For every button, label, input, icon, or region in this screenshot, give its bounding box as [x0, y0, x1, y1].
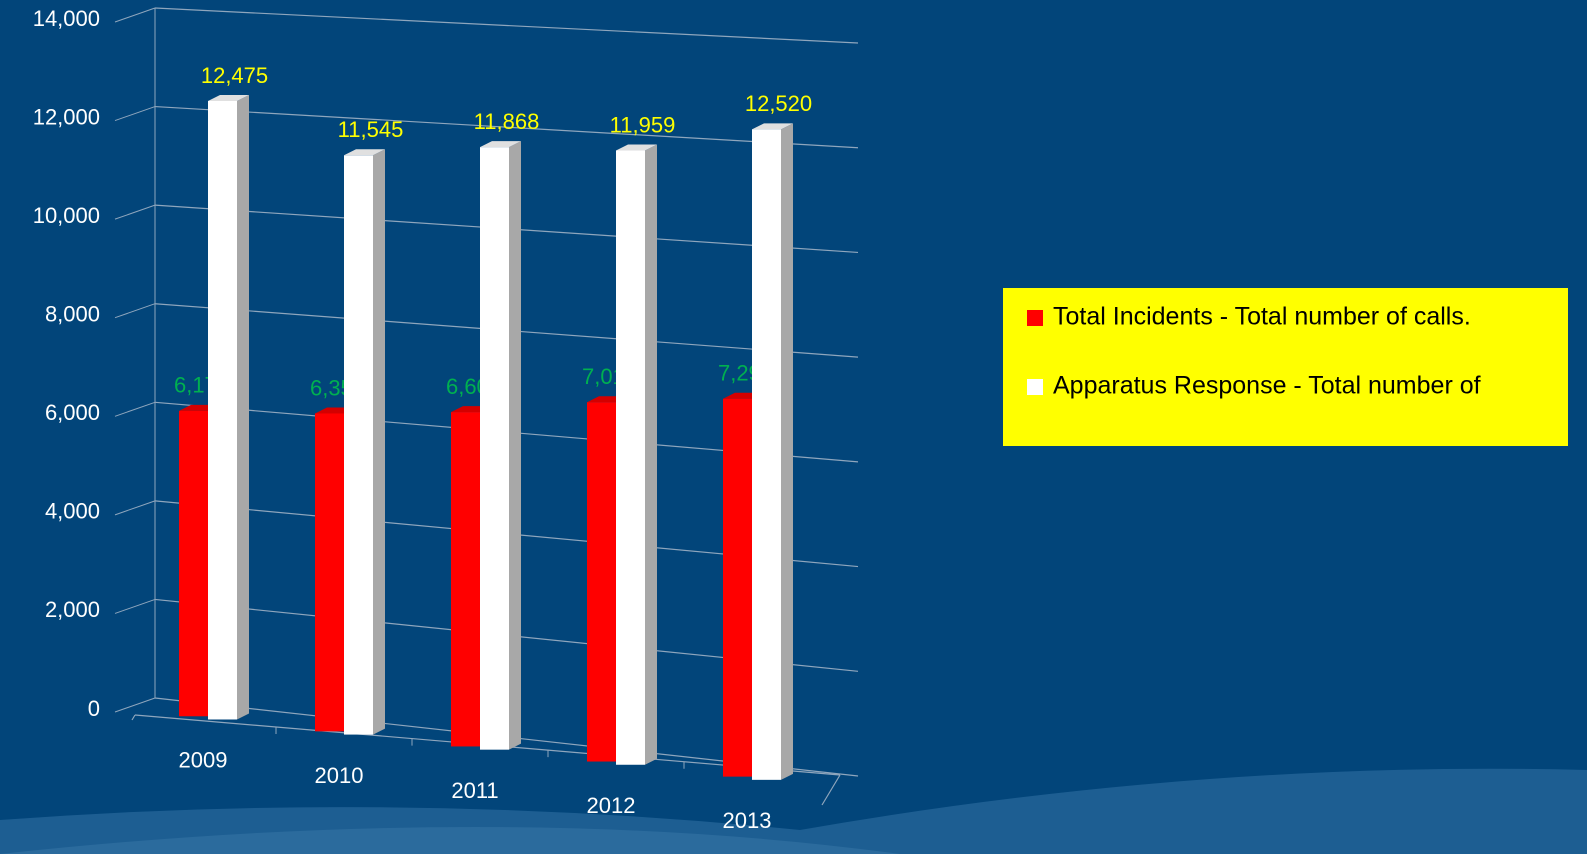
y-tick — [114, 106, 156, 122]
x-tick-label: 2012 — [587, 793, 636, 818]
x-tick-label: 2011 — [451, 778, 498, 803]
bar-side — [237, 94, 249, 720]
legend-swatch — [1027, 310, 1043, 326]
y-tick — [114, 401, 156, 417]
bar — [587, 402, 616, 762]
bar — [315, 413, 344, 732]
y-tick-label: 4,000 — [45, 499, 100, 524]
y-tick-label: 6,000 — [45, 400, 100, 425]
y-tick-label: 10,000 — [33, 203, 100, 228]
bar — [752, 129, 781, 780]
bar-top — [208, 94, 249, 101]
bar — [451, 412, 480, 747]
bar — [208, 100, 237, 720]
background-wave — [0, 827, 900, 854]
bar — [179, 410, 208, 717]
bar-top — [480, 141, 521, 148]
data-label: 12,475 — [201, 63, 268, 88]
x-tick-label: 2009 — [179, 748, 228, 773]
data-label: 11,868 — [474, 109, 540, 134]
bar-side — [373, 149, 385, 735]
bar — [344, 155, 373, 735]
grid-line — [154, 7, 859, 44]
bar-top — [752, 123, 793, 130]
data-label: 11,545 — [338, 117, 404, 142]
legend-swatch — [1027, 379, 1043, 395]
y-tick — [114, 697, 156, 713]
legend-label: Apparatus Response - Total number of — [1053, 372, 1481, 400]
legend-label: Total Incidents - Total number of calls. — [1053, 303, 1471, 331]
data-label: 11,959 — [610, 112, 676, 137]
x-tick-label: 2013 — [723, 808, 772, 833]
y-tick — [114, 500, 156, 516]
x-axis — [131, 714, 136, 721]
bar — [723, 398, 752, 777]
y-tick-label: 2,000 — [45, 597, 100, 622]
y-tick-label: 0 — [88, 696, 100, 721]
bar-side — [645, 144, 657, 765]
bar — [616, 150, 645, 765]
y-tick-label: 12,000 — [33, 104, 100, 129]
y-tick — [114, 7, 156, 23]
y-tick — [114, 303, 156, 319]
y-tick — [114, 598, 156, 614]
data-label: 12,520 — [745, 91, 812, 116]
grid-line — [154, 105, 859, 149]
bar-top — [616, 144, 657, 151]
x-axis — [821, 774, 841, 806]
y-tick-label: 14,000 — [33, 6, 100, 31]
bar-side — [781, 123, 793, 780]
bar-side — [509, 141, 521, 750]
bar — [480, 147, 509, 750]
y-tick-label: 8,000 — [45, 302, 100, 327]
y-tick — [114, 204, 156, 220]
legend-box — [1003, 288, 1568, 446]
x-tick-label: 2010 — [315, 763, 364, 788]
bar-top — [344, 149, 385, 156]
